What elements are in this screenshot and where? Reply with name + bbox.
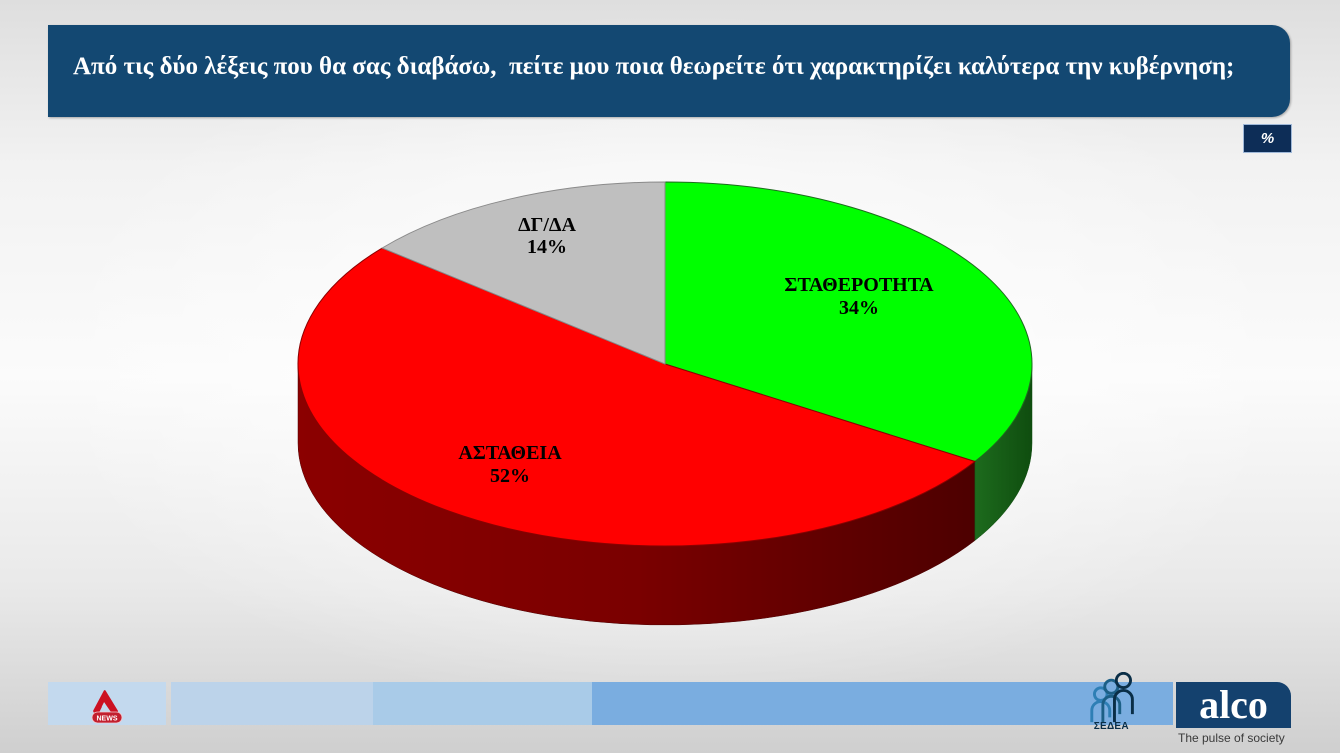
svg-text:52%: 52% — [490, 465, 530, 487]
svg-text:ΣΤΑΘΕΡΟΤΗΤΑ: ΣΤΑΘΕΡΟΤΗΤΑ — [784, 274, 934, 296]
svg-text:ΔΓ/ΔΑ: ΔΓ/ΔΑ — [518, 214, 576, 236]
svg-text:ΑΣΤΑΘΕΙΑ: ΑΣΤΑΘΕΙΑ — [458, 442, 562, 464]
svg-text:14%: 14% — [527, 236, 567, 258]
svg-text:34%: 34% — [839, 297, 879, 319]
